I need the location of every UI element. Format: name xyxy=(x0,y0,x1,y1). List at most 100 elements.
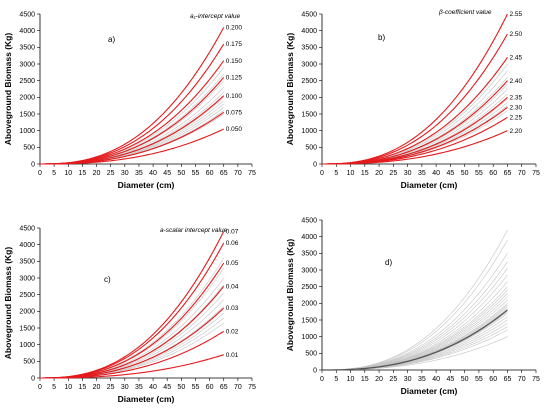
y-tick-label: 3500 xyxy=(301,251,317,258)
chart-panel-2: 0 500 1000 1500 2000 2500 3000 3500 4000 4500 0 5 10… xyxy=(285,9,540,190)
legend-title: a₁-intercept value xyxy=(190,13,240,20)
background-curve xyxy=(40,107,224,165)
x-tick-label: 20 xyxy=(93,170,101,177)
series-label: 0.125 xyxy=(226,75,243,82)
y-tick-label: 500 xyxy=(305,145,317,152)
y-axis-label: Aboveground Biomass (Kg) xyxy=(3,33,13,146)
series-label: 0.100 xyxy=(226,93,243,100)
x-tick-label: 65 xyxy=(504,376,512,383)
series-label: 0.04 xyxy=(226,284,239,291)
x-tick-label: 45 xyxy=(163,170,171,177)
x-tick-label: 25 xyxy=(107,170,115,177)
y-tick-label: 0 xyxy=(313,161,317,168)
x-tick-label: 15 xyxy=(79,170,87,177)
x-tick-label: 55 xyxy=(475,376,483,383)
x-tick-label: 30 xyxy=(121,170,129,177)
background-curve xyxy=(322,253,508,371)
y-tick-label: 4500 xyxy=(301,217,317,224)
series-label: 0.150 xyxy=(226,58,243,65)
x-tick-label: 50 xyxy=(177,384,185,391)
series-label: 0.02 xyxy=(226,329,239,336)
y-tick-label: 0 xyxy=(313,367,317,374)
x-tick-label: 70 xyxy=(234,170,242,177)
x-tick-label: 30 xyxy=(121,384,129,391)
x-tick-label: 5 xyxy=(334,376,338,383)
y-tick-label: 0 xyxy=(31,375,35,382)
x-tick-label: 50 xyxy=(461,376,469,383)
y-tick-label: 3000 xyxy=(301,61,317,68)
series-label: 2.25 xyxy=(509,115,522,122)
series-label: 0.05 xyxy=(226,260,239,267)
y-tick-label: 3000 xyxy=(19,275,35,282)
x-tick-label: 10 xyxy=(347,170,355,177)
y-tick-label: 2000 xyxy=(301,301,317,308)
y-tick-label: 1000 xyxy=(301,334,317,341)
y-tick-label: 2000 xyxy=(19,309,35,316)
chart-panel-1: 0 500 1000 1500 2000 2500 3000 3500 4000 4500 0 5 10… xyxy=(3,11,256,190)
background-curve xyxy=(40,317,224,379)
background-curves xyxy=(322,229,508,371)
y-tick-label: 1000 xyxy=(19,342,35,349)
x-tick-label: 15 xyxy=(361,170,369,177)
y-tick-label: 0 xyxy=(31,161,35,168)
x-tick-label: 40 xyxy=(432,376,440,383)
series-label: 0.200 xyxy=(226,25,243,32)
y-tick-label: 4000 xyxy=(19,28,35,35)
x-tick-label: 70 xyxy=(518,376,526,383)
series-label: 2.20 xyxy=(509,128,522,135)
chart-panel-4: 0 500 1000 1500 2000 2500 3000 3500 4000 4500 0 5 10… xyxy=(285,217,540,396)
x-tick-label: 30 xyxy=(404,376,412,383)
x-tick-label: 65 xyxy=(220,170,228,177)
x-tick-label: 35 xyxy=(418,376,426,383)
x-tick-label: 40 xyxy=(432,170,440,177)
legend-title: a-scalar intercept value xyxy=(160,227,228,234)
x-tick-label: 55 xyxy=(192,170,200,177)
series-line xyxy=(322,130,508,165)
x-tick-label: 15 xyxy=(79,384,87,391)
x-tick-label: 60 xyxy=(206,170,214,177)
y-tick-label: 500 xyxy=(23,145,35,152)
x-tick-label: 30 xyxy=(404,170,412,177)
x-tick-label: 60 xyxy=(206,384,214,391)
chart-panel-3: 0 500 1000 1500 2000 2500 3000 3500 4000 4500 0 5 10… xyxy=(3,225,256,404)
y-tick-label: 3000 xyxy=(19,61,35,68)
x-tick-label: 5 xyxy=(52,170,56,177)
y-tick-label: 1000 xyxy=(301,128,317,135)
series-label: 2.45 xyxy=(509,55,522,62)
y-tick-label: 4000 xyxy=(301,234,317,241)
background-curve xyxy=(322,326,508,371)
y-tick-label: 1500 xyxy=(19,325,35,332)
background-curve xyxy=(322,229,508,371)
series-line xyxy=(322,33,508,165)
y-tick-label: 1500 xyxy=(301,111,317,118)
series-label: 2.50 xyxy=(509,31,522,38)
x-tick-label: 0 xyxy=(38,384,42,391)
y-tick-label: 2500 xyxy=(301,284,317,291)
series-line xyxy=(322,309,508,371)
series-line xyxy=(40,111,225,165)
x-tick-label: 35 xyxy=(135,384,143,391)
y-tick-label: 4000 xyxy=(19,242,35,249)
y-tick-label: 4500 xyxy=(301,11,317,18)
y-tick-label: 3500 xyxy=(19,45,35,52)
x-tick-label: 25 xyxy=(389,170,397,177)
x-tick-label: 5 xyxy=(334,170,338,177)
x-tick-label: 25 xyxy=(389,376,397,383)
y-tick-label: 2000 xyxy=(301,95,317,102)
series-line xyxy=(40,76,225,165)
x-tick-label: 10 xyxy=(64,384,72,391)
x-axis-label: Diameter (cm) xyxy=(401,180,458,190)
y-tick-label: 3000 xyxy=(301,267,317,274)
series-label: 0.03 xyxy=(226,305,239,312)
x-tick-label: 45 xyxy=(447,170,455,177)
background-curves xyxy=(40,67,224,165)
x-tick-label: 65 xyxy=(220,384,228,391)
series-label: 0.075 xyxy=(226,110,243,117)
x-tick-label: 45 xyxy=(163,384,171,391)
series-label: 2.55 xyxy=(509,11,522,18)
y-tick-label: 2000 xyxy=(19,95,35,102)
x-tick-label: 20 xyxy=(93,384,101,391)
y-tick-label: 500 xyxy=(305,351,317,358)
x-tick-label: 75 xyxy=(532,170,540,177)
